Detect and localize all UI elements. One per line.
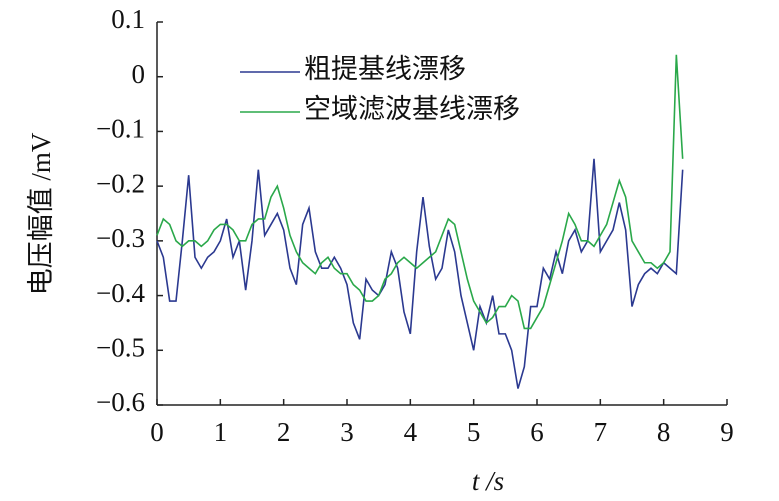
y-tick-label: −0.5 — [96, 332, 145, 362]
legend-label: 粗提基线漂移 — [304, 54, 466, 84]
y-tick-label: −0.1 — [96, 114, 145, 144]
x-tick-label: 2 — [277, 417, 291, 447]
series-line — [156, 158, 684, 389]
y-tick-label: 0.1 — [111, 4, 145, 34]
x-tick-label: 8 — [657, 417, 671, 447]
x-tick-label: 5 — [467, 417, 481, 447]
x-tick-label: 0 — [150, 417, 164, 447]
y-tick-label: −0.3 — [96, 223, 145, 253]
y-tick-label: 0 — [132, 59, 146, 89]
x-tick-label: 4 — [404, 417, 418, 447]
y-tick-label: −0.6 — [96, 387, 145, 417]
y-tick-label: −0.4 — [96, 278, 145, 308]
x-tick-label: 1 — [214, 417, 228, 447]
x-tick-label: 6 — [530, 417, 544, 447]
x-tick-label: 3 — [340, 417, 354, 447]
series-line — [156, 54, 684, 330]
legend-label: 空域滤波基线漂移 — [304, 94, 520, 124]
x-tick-label: 7 — [594, 417, 608, 447]
x-tick-label: 9 — [720, 417, 734, 447]
x-axis-label: t /s — [472, 466, 504, 496]
y-tick-label: −0.2 — [96, 168, 145, 198]
y-axis-label: 电压幅值 /mV — [26, 132, 56, 295]
